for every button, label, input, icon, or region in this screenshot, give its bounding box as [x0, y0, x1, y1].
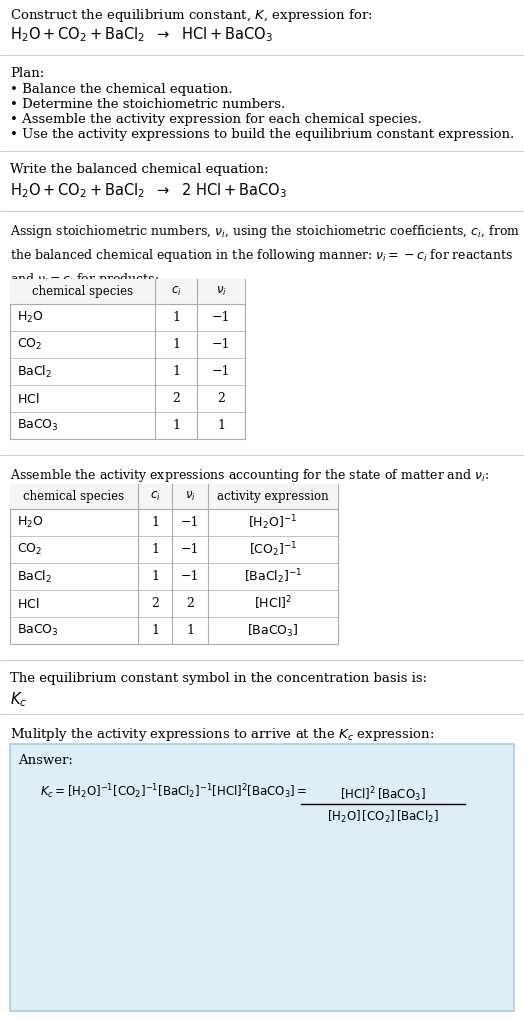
Bar — [10, 484, 338, 510]
Text: Assemble the activity expressions accounting for the state of matter and $\nu_i$: Assemble the activity expressions accoun… — [10, 467, 489, 484]
Text: • Determine the stoichiometric numbers.: • Determine the stoichiometric numbers. — [10, 98, 285, 111]
Text: $\mathrm{BaCO_3}$: $\mathrm{BaCO_3}$ — [17, 418, 59, 433]
Text: Write the balanced chemical equation:: Write the balanced chemical equation: — [10, 163, 269, 176]
Bar — [10, 484, 338, 644]
Text: $\mathrm{CO_2}$: $\mathrm{CO_2}$ — [17, 337, 42, 352]
Text: $\nu_i$: $\nu_i$ — [215, 285, 226, 298]
Text: 2: 2 — [151, 597, 159, 610]
Text: $[\mathrm{H_2O}]^{-1}$: $[\mathrm{H_2O}]^{-1}$ — [248, 514, 298, 532]
Text: Mulitply the activity expressions to arrive at the $K_c$ expression:: Mulitply the activity expressions to arr… — [10, 726, 434, 743]
Text: −1: −1 — [181, 570, 199, 583]
Text: Plan:: Plan: — [10, 67, 44, 81]
Text: $[\mathrm{BaCO_3}]$: $[\mathrm{BaCO_3}]$ — [247, 623, 299, 639]
Text: −1: −1 — [212, 311, 230, 324]
Text: $\mathrm{H_2O}$: $\mathrm{H_2O}$ — [17, 310, 43, 325]
Text: $[\mathrm{HCl}]^2$: $[\mathrm{HCl}]^2$ — [254, 595, 292, 612]
Text: 1: 1 — [172, 365, 180, 378]
Text: $\mathrm{BaCl_2}$: $\mathrm{BaCl_2}$ — [17, 569, 52, 585]
Text: $\mathrm{CO_2}$: $\mathrm{CO_2}$ — [17, 542, 42, 557]
Text: • Assemble the activity expression for each chemical species.: • Assemble the activity expression for e… — [10, 113, 422, 126]
Text: −1: −1 — [212, 338, 230, 351]
Text: −1: −1 — [212, 365, 230, 378]
Text: 2: 2 — [186, 597, 194, 610]
Text: chemical species: chemical species — [32, 285, 133, 298]
Text: 2: 2 — [217, 392, 225, 405]
Text: Answer:: Answer: — [18, 754, 73, 767]
Text: $\mathrm{H_2O + CO_2 + BaCl_2}$  $\rightarrow$  $\mathrm{2\ HCl + BaCO_3}$: $\mathrm{H_2O + CO_2 + BaCl_2}$ $\righta… — [10, 181, 287, 200]
Text: $K_c$: $K_c$ — [10, 690, 27, 708]
Text: $K_c = [\mathrm{H_2O}]^{-1}[\mathrm{CO_2}]^{-1}[\mathrm{BaCl_2}]^{-1}[\mathrm{HC: $K_c = [\mathrm{H_2O}]^{-1}[\mathrm{CO_2… — [40, 782, 308, 801]
Text: The equilibrium constant symbol in the concentration basis is:: The equilibrium constant symbol in the c… — [10, 672, 427, 685]
Text: activity expression: activity expression — [217, 490, 329, 503]
Text: −1: −1 — [181, 516, 199, 529]
Text: $\mathrm{BaCO_3}$: $\mathrm{BaCO_3}$ — [17, 623, 59, 638]
Text: $[\mathrm{HCl}]^2\,[\mathrm{BaCO_3}]$: $[\mathrm{HCl}]^2\,[\mathrm{BaCO_3}]$ — [340, 785, 426, 804]
Text: 1: 1 — [172, 338, 180, 351]
Text: chemical species: chemical species — [24, 490, 125, 503]
Text: $\mathrm{HCl}$: $\mathrm{HCl}$ — [17, 391, 39, 406]
Bar — [10, 744, 514, 1011]
Text: $[\mathrm{H_2O}]\,[\mathrm{CO_2}]\,[\mathrm{BaCl_2}]$: $[\mathrm{H_2O}]\,[\mathrm{CO_2}]\,[\mat… — [327, 809, 439, 825]
Bar — [10, 279, 245, 439]
Text: $[\mathrm{CO_2}]^{-1}$: $[\mathrm{CO_2}]^{-1}$ — [249, 540, 297, 558]
Text: $\mathrm{H_2O}$: $\mathrm{H_2O}$ — [17, 515, 43, 530]
Text: $\mathrm{H_2O + CO_2 + BaCl_2}$  $\rightarrow$  $\mathrm{HCl + BaCO_3}$: $\mathrm{H_2O + CO_2 + BaCl_2}$ $\righta… — [10, 25, 273, 44]
Text: $[\mathrm{BaCl_2}]^{-1}$: $[\mathrm{BaCl_2}]^{-1}$ — [244, 568, 302, 586]
Text: 1: 1 — [217, 419, 225, 432]
Text: −1: −1 — [181, 543, 199, 556]
Text: 2: 2 — [172, 392, 180, 405]
Text: $\mathrm{BaCl_2}$: $\mathrm{BaCl_2}$ — [17, 364, 52, 379]
Text: 1: 1 — [172, 311, 180, 324]
Text: $\nu_i$: $\nu_i$ — [184, 490, 195, 503]
Text: 1: 1 — [151, 516, 159, 529]
Text: 1: 1 — [151, 543, 159, 556]
Text: • Balance the chemical equation.: • Balance the chemical equation. — [10, 83, 233, 96]
Text: Construct the equilibrium constant, $K$, expression for:: Construct the equilibrium constant, $K$,… — [10, 7, 373, 24]
Bar — [10, 279, 245, 304]
Text: Assign stoichiometric numbers, $\nu_i$, using the stoichiometric coefficients, $: Assign stoichiometric numbers, $\nu_i$, … — [10, 223, 520, 288]
Text: $c_i$: $c_i$ — [171, 285, 181, 298]
Text: 1: 1 — [186, 624, 194, 637]
Text: • Use the activity expressions to build the equilibrium constant expression.: • Use the activity expressions to build … — [10, 128, 514, 141]
Text: $c_i$: $c_i$ — [150, 490, 160, 503]
Text: 1: 1 — [151, 570, 159, 583]
Text: 1: 1 — [172, 419, 180, 432]
Text: $\mathrm{HCl}$: $\mathrm{HCl}$ — [17, 596, 39, 610]
Text: 1: 1 — [151, 624, 159, 637]
